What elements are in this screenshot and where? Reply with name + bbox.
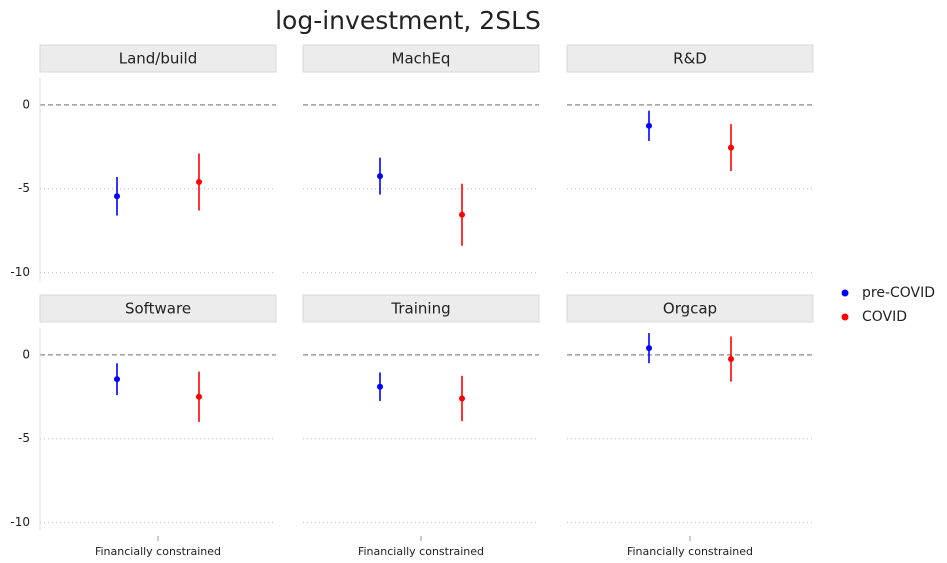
point [196,393,202,400]
point [459,211,465,218]
strip [302,44,540,73]
facet-title: MachEq [392,50,451,68]
strip [566,44,814,73]
x-tick-label: Financially constrained [627,545,753,558]
facet-title: R&D [673,50,707,68]
legend-label: pre-COVID [862,285,935,301]
point [728,144,734,151]
facet-title: Orgcap [663,300,717,318]
legend-label: COVID [862,309,907,325]
y-tick-label: -5 [18,181,30,195]
legend-marker [841,313,849,321]
facet-title: Training [390,300,450,318]
strip [302,294,540,323]
point [646,122,652,129]
point [114,193,120,200]
strip [566,294,814,323]
facet-title: Software [125,300,191,318]
strip [39,294,277,323]
x-tick-label: Financially constrained [358,545,484,558]
point [377,383,383,390]
point [646,345,652,352]
y-tick-label: -10 [10,515,30,529]
point [114,376,120,383]
y-tick-label: -10 [10,265,30,279]
y-tick-label: -5 [18,431,30,445]
strip [39,44,277,73]
y-tick-label: 0 [22,347,30,361]
x-tick-label: Financially constrained [95,545,221,558]
y-tick-label: 0 [22,97,30,111]
point [196,179,202,186]
facet-title: Land/build [119,50,198,68]
chart-title: log-investment, 2SLS [275,6,541,35]
point [728,356,734,363]
point [459,395,465,402]
legend-marker [841,289,849,297]
point [377,173,383,180]
